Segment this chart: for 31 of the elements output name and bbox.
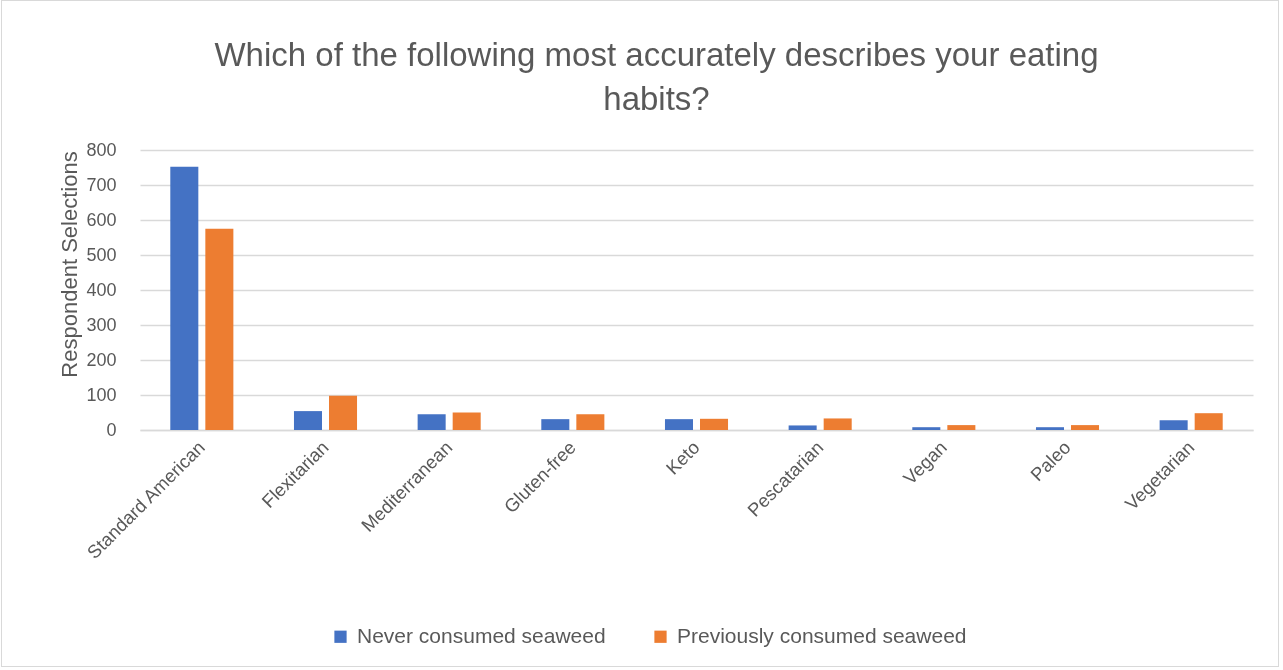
- bar: [664, 419, 693, 430]
- bar: [576, 414, 605, 430]
- bar: [452, 412, 481, 430]
- y-tick-label: 200: [86, 349, 117, 370]
- y-tick-label: 500: [86, 244, 117, 265]
- bar: [541, 419, 570, 430]
- bar: [947, 425, 976, 430]
- legend-label: Never consumed seaweed: [357, 623, 606, 647]
- y-tick-label: 700: [86, 174, 117, 195]
- bar: [170, 166, 199, 430]
- bar: [788, 425, 817, 430]
- y-tick-label: 0: [106, 419, 117, 440]
- y-tick-label: 400: [86, 279, 117, 300]
- y-tick-label: 600: [86, 209, 117, 230]
- bar: [1035, 427, 1064, 430]
- y-tick-label: 300: [86, 314, 117, 335]
- bar: [205, 228, 234, 430]
- bar: [700, 418, 729, 430]
- bar: [329, 395, 358, 430]
- chart-title: Which of the following most accurately describes your eating habits?: [214, 36, 1099, 117]
- y-tick-label: 100: [86, 384, 117, 405]
- bar: [912, 427, 941, 430]
- bar: [1194, 413, 1223, 430]
- bar: [1071, 425, 1100, 430]
- bar: [823, 418, 852, 430]
- bar: [293, 411, 322, 430]
- y-tick-label: 800: [86, 139, 117, 160]
- bar: [417, 414, 446, 430]
- bar: [1159, 420, 1188, 430]
- legend-label: Previously consumed seaweed: [677, 623, 967, 647]
- y-axis-title: Respondent Selections: [57, 151, 83, 378]
